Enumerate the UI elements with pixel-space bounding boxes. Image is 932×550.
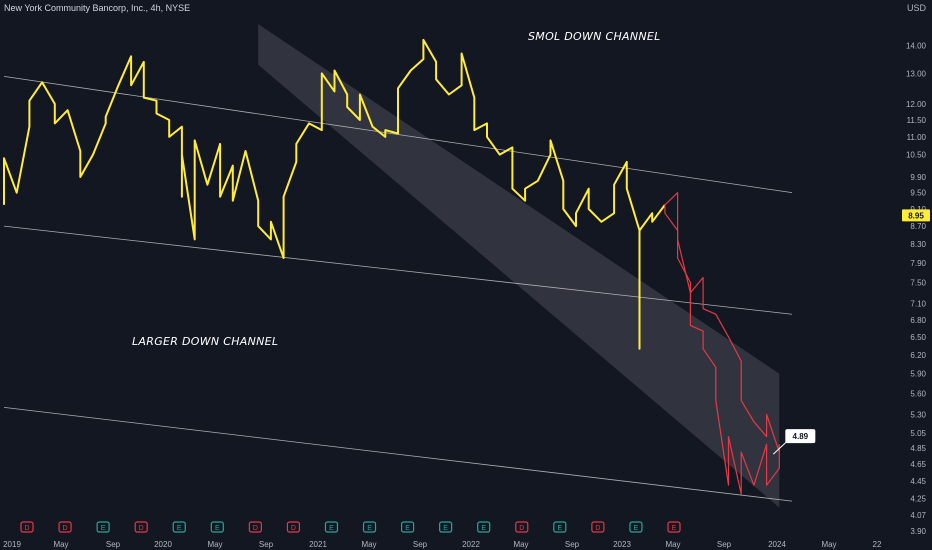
y-tick-label: 7.10 <box>910 299 926 308</box>
event-marker <box>210 521 224 533</box>
x-tick-label: Sep <box>717 540 732 549</box>
event-marker-label: D <box>24 525 29 532</box>
event-marker <box>286 521 301 533</box>
x-tick-label: Sep <box>106 540 121 549</box>
event-marker-label: E <box>215 525 220 532</box>
event-marker <box>324 521 339 533</box>
event-marker-label: E <box>177 525 182 532</box>
y-tick-label: 4.85 <box>910 444 926 453</box>
currency-label: USD <box>906 3 926 13</box>
x-tick-label: Sep <box>565 540 580 549</box>
y-tick-label: 3.90 <box>910 527 926 536</box>
event-marker <box>20 521 34 533</box>
event-marker-label: E <box>329 525 334 532</box>
y-tick-label: 6.50 <box>910 333 926 342</box>
x-tick-label: May <box>513 540 528 549</box>
projection-line-upper <box>664 192 780 453</box>
trend-line-2 <box>3 225 793 315</box>
y-tick-label: 11.50 <box>907 116 927 125</box>
y-tick-label: 4.45 <box>910 477 926 486</box>
larger-channel-label: LARGER DOWN CHANNEL <box>132 335 279 348</box>
y-tick-label: 8.30 <box>910 240 926 249</box>
event-marker <box>58 521 72 533</box>
y-tick-label: 8.70 <box>910 222 926 231</box>
y-tick-label: 13.00 <box>906 69 927 78</box>
x-tick-label: May <box>361 540 376 549</box>
y-tick-label: 5.05 <box>910 429 926 438</box>
smol-channel-label: SMOL DOWN CHANNEL <box>528 30 661 43</box>
x-tick-label: Sep <box>413 540 428 549</box>
event-marker-label: E <box>367 525 372 532</box>
callout-value: 4.89 <box>793 432 809 441</box>
callout-pointer <box>772 440 788 455</box>
y-tick-label: 4.65 <box>910 460 926 469</box>
event-marker-label: D <box>63 525 68 532</box>
x-tick-label: 2021 <box>309 540 327 549</box>
event-marker-label: D <box>519 525 524 532</box>
price-line <box>3 38 666 350</box>
event-marker <box>248 521 262 533</box>
smol-channel-band <box>258 24 780 508</box>
y-tick-label: 5.60 <box>910 390 926 399</box>
y-tick-label: 10.50 <box>906 151 927 160</box>
x-tick-label: 2024 <box>768 540 786 549</box>
event-marker <box>591 521 605 533</box>
event-marker <box>629 521 643 533</box>
y-tick-label: 4.07 <box>910 511 926 520</box>
event-marker-label: D <box>139 525 144 532</box>
x-tick-label: 22 <box>873 540 882 549</box>
event-marker <box>553 521 567 533</box>
x-tick-label: 2019 <box>3 540 21 549</box>
x-tick-label: May <box>821 540 836 549</box>
y-tick-label: 9.50 <box>910 189 926 198</box>
x-tick-label: 2020 <box>154 540 172 549</box>
x-tick-label: May <box>53 540 68 549</box>
trend-line-1 <box>3 75 793 194</box>
y-tick-label: 11.00 <box>907 133 927 142</box>
projection-line-lower <box>664 204 780 495</box>
x-tick-label: May <box>207 540 222 549</box>
x-tick-label: May <box>665 540 680 549</box>
x-tick-label: 2023 <box>613 540 631 549</box>
event-marker <box>362 521 377 533</box>
event-marker <box>400 521 415 533</box>
event-marker-label: D <box>291 525 296 532</box>
y-tick-label: 6.80 <box>910 316 926 325</box>
event-marker-label: E <box>101 525 106 532</box>
y-tick-label: 7.50 <box>910 279 926 288</box>
trend-line-3 <box>3 406 793 502</box>
y-tick-label: 12.00 <box>906 100 927 109</box>
last-price-tag <box>902 209 930 222</box>
event-marker-label: E <box>443 525 448 532</box>
last-price-value: 8.95 <box>908 211 924 220</box>
chart-title: New York Community Bancorp, Inc., 4h, NY… <box>4 3 191 13</box>
event-marker <box>515 521 529 533</box>
y-tick-label: 5.90 <box>910 370 926 379</box>
event-marker-label: E <box>557 525 562 532</box>
x-tick-label: Sep <box>259 540 274 549</box>
event-marker <box>172 521 186 533</box>
y-tick-label: 6.20 <box>910 351 926 360</box>
event-marker-label: E <box>481 525 486 532</box>
y-tick-label: 5.30 <box>910 410 926 419</box>
event-marker <box>96 521 110 533</box>
event-marker-label: E <box>634 525 639 532</box>
y-tick-label: 4.25 <box>910 494 926 503</box>
event-marker <box>477 521 491 533</box>
y-tick-label: 14.00 <box>906 41 927 50</box>
event-marker-label: E <box>672 525 677 532</box>
event-marker <box>439 521 453 533</box>
y-tick-label: 9.90 <box>910 173 926 182</box>
event-marker <box>667 521 681 533</box>
callout-box <box>785 429 816 444</box>
event-marker-label: D <box>595 525 600 532</box>
event-marker-label: E <box>405 525 410 532</box>
event-marker <box>134 521 148 533</box>
x-tick-label: 2022 <box>462 540 480 549</box>
y-tick-label: 7.90 <box>910 259 926 268</box>
event-marker-label: D <box>253 525 258 532</box>
